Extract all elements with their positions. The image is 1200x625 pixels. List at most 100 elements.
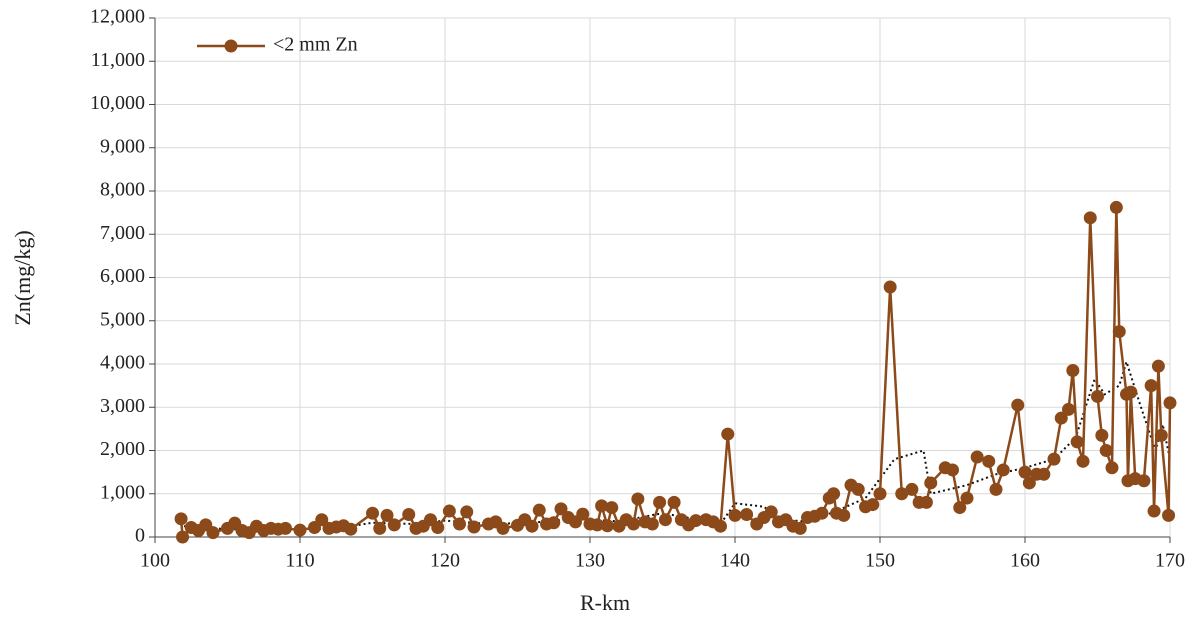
x-tick-label: 140 — [720, 550, 750, 572]
data-point — [1137, 474, 1151, 488]
data-point — [206, 526, 220, 540]
data-point — [1011, 398, 1025, 412]
data-point — [982, 454, 996, 468]
data-point — [653, 495, 667, 509]
data-point — [905, 482, 919, 496]
x-tick-label: 120 — [430, 550, 460, 572]
y-tick-label: 7,000 — [100, 222, 145, 244]
data-point — [387, 518, 401, 532]
data-point — [402, 508, 416, 522]
data-point — [1124, 385, 1138, 399]
data-point — [837, 508, 851, 522]
data-point — [605, 501, 619, 515]
data-point — [721, 427, 735, 441]
y-tick-label: 6,000 — [100, 265, 145, 287]
data-point — [344, 522, 358, 536]
data-point — [595, 499, 609, 513]
x-tick-label: 150 — [865, 550, 895, 572]
data-point — [1070, 435, 1084, 449]
data-point — [895, 487, 909, 501]
data-point — [667, 495, 681, 509]
data-point — [1099, 444, 1113, 457]
data-point — [970, 450, 984, 464]
data-point — [1022, 476, 1036, 490]
data-point — [1154, 428, 1168, 442]
data-point — [1144, 379, 1158, 393]
data-point — [764, 505, 778, 519]
y-tick-label: 9,000 — [100, 135, 145, 157]
data-point — [1083, 211, 1097, 225]
data-point — [1105, 461, 1119, 475]
data-point — [453, 517, 466, 531]
data-point — [174, 512, 188, 526]
trend-line — [183, 358, 1171, 532]
x-tick-label: 110 — [285, 550, 314, 572]
data-point — [1091, 389, 1104, 403]
data-point — [1109, 200, 1123, 214]
data-point — [467, 520, 481, 534]
x-tick-label: 130 — [575, 550, 605, 572]
data-point — [442, 504, 456, 518]
data-line — [179, 207, 1172, 540]
data-point — [1095, 428, 1109, 442]
data-point — [883, 280, 897, 294]
data-point — [600, 519, 614, 533]
data-point — [827, 487, 841, 501]
data-point — [496, 521, 510, 535]
y-tick-label: 12,000 — [90, 6, 145, 28]
y-tick-label: 5,000 — [100, 308, 145, 330]
y-tick-label: 2,000 — [100, 438, 145, 460]
y-tick-label: 0 — [135, 525, 145, 547]
data-point — [658, 513, 672, 527]
data-point — [793, 521, 807, 535]
data-point — [946, 463, 959, 477]
x-tick-label: 100 — [140, 550, 170, 572]
data-point — [919, 495, 933, 509]
data-point — [1018, 465, 1032, 479]
data-point — [279, 521, 292, 535]
data-point — [176, 530, 190, 544]
data-point — [1066, 363, 1080, 377]
data-point — [1151, 359, 1165, 373]
data-point — [554, 502, 568, 516]
data-point — [1062, 402, 1075, 416]
data-point — [714, 519, 727, 533]
data-point — [815, 506, 829, 520]
x-axis-label: R-km — [580, 590, 630, 615]
data-point — [740, 508, 754, 522]
data-point — [1162, 508, 1176, 522]
y-tick-label: 3,000 — [100, 395, 145, 417]
data-point — [1163, 396, 1177, 410]
data-point — [532, 503, 546, 517]
legend-marker — [224, 39, 238, 53]
y-axis-label: Zn(mg/kg) — [10, 230, 35, 325]
data-point — [851, 482, 865, 496]
data-point — [689, 514, 703, 528]
x-tick-label: 160 — [1010, 550, 1040, 572]
data-point — [576, 507, 590, 521]
data-point — [380, 508, 394, 522]
y-tick-label: 8,000 — [100, 179, 145, 201]
data-point — [953, 501, 967, 515]
data-point — [373, 521, 387, 535]
data-point — [525, 519, 539, 533]
data-point — [1037, 467, 1051, 481]
data-point — [293, 523, 307, 537]
data-point — [547, 516, 561, 530]
y-tick-label: 1,000 — [100, 481, 145, 503]
data-point — [645, 517, 659, 531]
data-point — [866, 498, 880, 512]
data-point — [431, 520, 445, 534]
legend-label: <2 mm Zn — [273, 34, 358, 56]
data-point — [989, 482, 1003, 496]
data-point — [873, 487, 887, 501]
data-point — [924, 476, 938, 490]
y-tick-label: 11,000 — [91, 49, 145, 71]
data-point — [1054, 411, 1068, 425]
y-tick-label: 4,000 — [100, 352, 145, 374]
data-point — [460, 505, 474, 519]
data-point — [1047, 452, 1061, 466]
data-point — [728, 508, 742, 522]
data-point — [590, 518, 604, 532]
